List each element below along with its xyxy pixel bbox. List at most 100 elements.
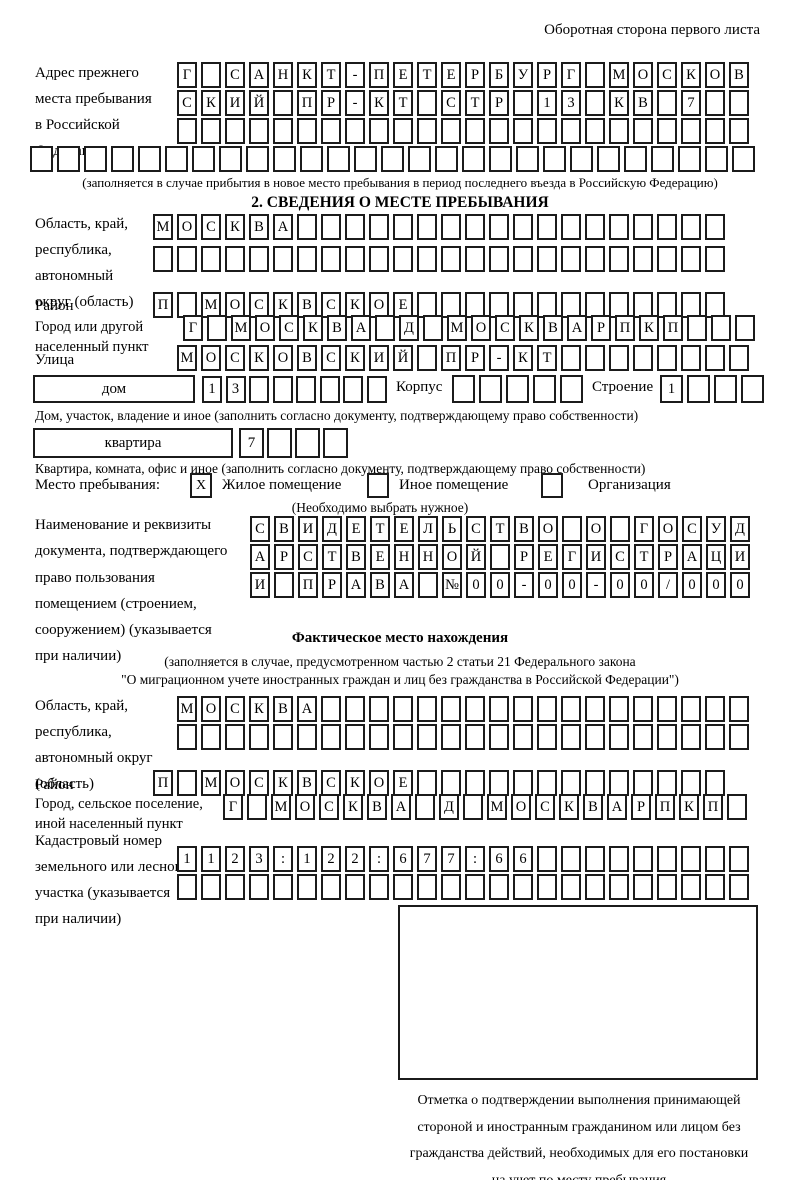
char-box[interactable]: К xyxy=(273,770,293,796)
char-box[interactable] xyxy=(30,146,53,172)
char-box[interactable]: Т xyxy=(634,544,654,570)
char-box[interactable] xyxy=(561,214,581,240)
char-box[interactable]: Т xyxy=(322,544,342,570)
char-box[interactable]: К xyxy=(297,62,317,88)
char-box[interactable] xyxy=(225,246,245,272)
char-box[interactable] xyxy=(681,246,701,272)
char-box[interactable] xyxy=(441,246,461,272)
char-box[interactable] xyxy=(201,724,221,750)
char-box[interactable] xyxy=(219,146,242,172)
char-box[interactable] xyxy=(537,118,557,144)
char-box[interactable] xyxy=(343,376,363,403)
char-box[interactable] xyxy=(561,345,581,371)
char-box[interactable]: Р xyxy=(658,544,678,570)
char-box[interactable] xyxy=(465,118,485,144)
char-box[interactable] xyxy=(633,846,653,872)
char-box[interactable]: С xyxy=(225,62,245,88)
char-box[interactable]: И xyxy=(730,544,750,570)
char-box[interactable] xyxy=(657,696,677,722)
char-box[interactable]: В xyxy=(633,90,653,116)
char-box[interactable] xyxy=(585,874,605,900)
char-box[interactable]: С xyxy=(201,214,221,240)
char-box[interactable] xyxy=(585,246,605,272)
char-box[interactable] xyxy=(513,118,533,144)
char-box[interactable]: Т xyxy=(417,62,437,88)
char-box[interactable]: О xyxy=(538,516,558,542)
char-box[interactable] xyxy=(609,724,629,750)
char-box[interactable]: : xyxy=(369,846,389,872)
char-box[interactable]: С xyxy=(319,794,339,820)
char-box[interactable] xyxy=(225,724,245,750)
char-box[interactable] xyxy=(111,146,134,172)
char-box[interactable] xyxy=(297,214,317,240)
char-box[interactable] xyxy=(732,146,755,172)
char-box[interactable]: О xyxy=(442,544,462,570)
char-box[interactable]: 1 xyxy=(297,846,317,872)
char-box[interactable] xyxy=(415,794,435,820)
char-box[interactable]: 3 xyxy=(561,90,581,116)
char-box[interactable] xyxy=(369,246,389,272)
char-box[interactable]: 0 xyxy=(538,572,558,598)
char-box[interactable] xyxy=(705,146,728,172)
char-box[interactable]: А xyxy=(249,62,269,88)
char-box[interactable]: К xyxy=(513,345,533,371)
char-box[interactable] xyxy=(462,146,485,172)
char-box[interactable] xyxy=(369,118,389,144)
char-box[interactable]: Т xyxy=(370,516,390,542)
char-box[interactable]: П xyxy=(615,315,635,341)
char-box[interactable] xyxy=(560,375,583,403)
char-box[interactable]: О xyxy=(201,696,221,722)
char-box[interactable]: О xyxy=(705,62,725,88)
char-box[interactable]: Т xyxy=(465,90,485,116)
char-box[interactable] xyxy=(537,696,557,722)
char-box[interactable] xyxy=(657,724,677,750)
char-box[interactable]: В xyxy=(543,315,563,341)
char-box[interactable]: А xyxy=(682,544,702,570)
char-box[interactable]: В xyxy=(297,770,317,796)
char-box[interactable] xyxy=(585,214,605,240)
char-box[interactable]: Г xyxy=(561,62,581,88)
char-box[interactable] xyxy=(585,90,605,116)
char-box[interactable] xyxy=(417,874,437,900)
char-box[interactable]: № xyxy=(442,572,462,598)
char-box[interactable] xyxy=(729,874,749,900)
char-box[interactable] xyxy=(687,375,710,403)
char-box[interactable]: К xyxy=(519,315,539,341)
char-box[interactable]: - xyxy=(514,572,534,598)
char-box[interactable]: О xyxy=(177,214,197,240)
char-box[interactable]: 1 xyxy=(201,846,221,872)
char-box[interactable] xyxy=(489,770,509,796)
char-box[interactable]: С xyxy=(441,90,461,116)
char-box[interactable] xyxy=(633,724,653,750)
char-box[interactable] xyxy=(57,146,80,172)
char-box[interactable] xyxy=(609,214,629,240)
char-box[interactable]: К xyxy=(609,90,629,116)
char-box[interactable] xyxy=(562,516,582,542)
char-box[interactable]: С xyxy=(225,696,245,722)
char-box[interactable] xyxy=(490,544,510,570)
char-box[interactable]: К xyxy=(225,214,245,240)
char-box[interactable]: 3 xyxy=(249,846,269,872)
char-box[interactable] xyxy=(441,724,461,750)
char-box[interactable] xyxy=(225,874,245,900)
char-box[interactable]: М xyxy=(201,770,221,796)
char-box[interactable] xyxy=(537,246,557,272)
char-box[interactable] xyxy=(479,375,502,403)
char-box[interactable] xyxy=(345,214,365,240)
char-box[interactable] xyxy=(417,696,437,722)
char-box[interactable]: С xyxy=(610,544,630,570)
char-box[interactable] xyxy=(687,315,707,341)
char-box[interactable] xyxy=(393,118,413,144)
char-box[interactable] xyxy=(633,696,653,722)
char-box[interactable] xyxy=(513,214,533,240)
char-box[interactable] xyxy=(570,146,593,172)
char-box[interactable]: 2 xyxy=(345,846,365,872)
char-box[interactable]: Е xyxy=(370,544,390,570)
char-box[interactable]: П xyxy=(663,315,683,341)
